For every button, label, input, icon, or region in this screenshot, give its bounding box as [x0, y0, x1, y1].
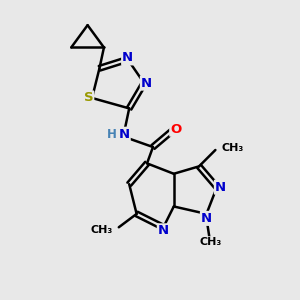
Text: CH₃: CH₃	[222, 142, 244, 153]
Text: CH₃: CH₃	[200, 237, 222, 247]
Text: N: N	[158, 224, 169, 237]
Text: N: N	[215, 181, 226, 194]
Text: N: N	[201, 212, 212, 225]
Text: N: N	[118, 128, 130, 141]
Text: CH₃: CH₃	[90, 225, 112, 235]
Text: N: N	[122, 51, 133, 64]
Text: H: H	[106, 128, 116, 141]
Text: N: N	[141, 76, 152, 90]
Text: O: O	[170, 123, 182, 136]
Text: S: S	[84, 92, 93, 104]
